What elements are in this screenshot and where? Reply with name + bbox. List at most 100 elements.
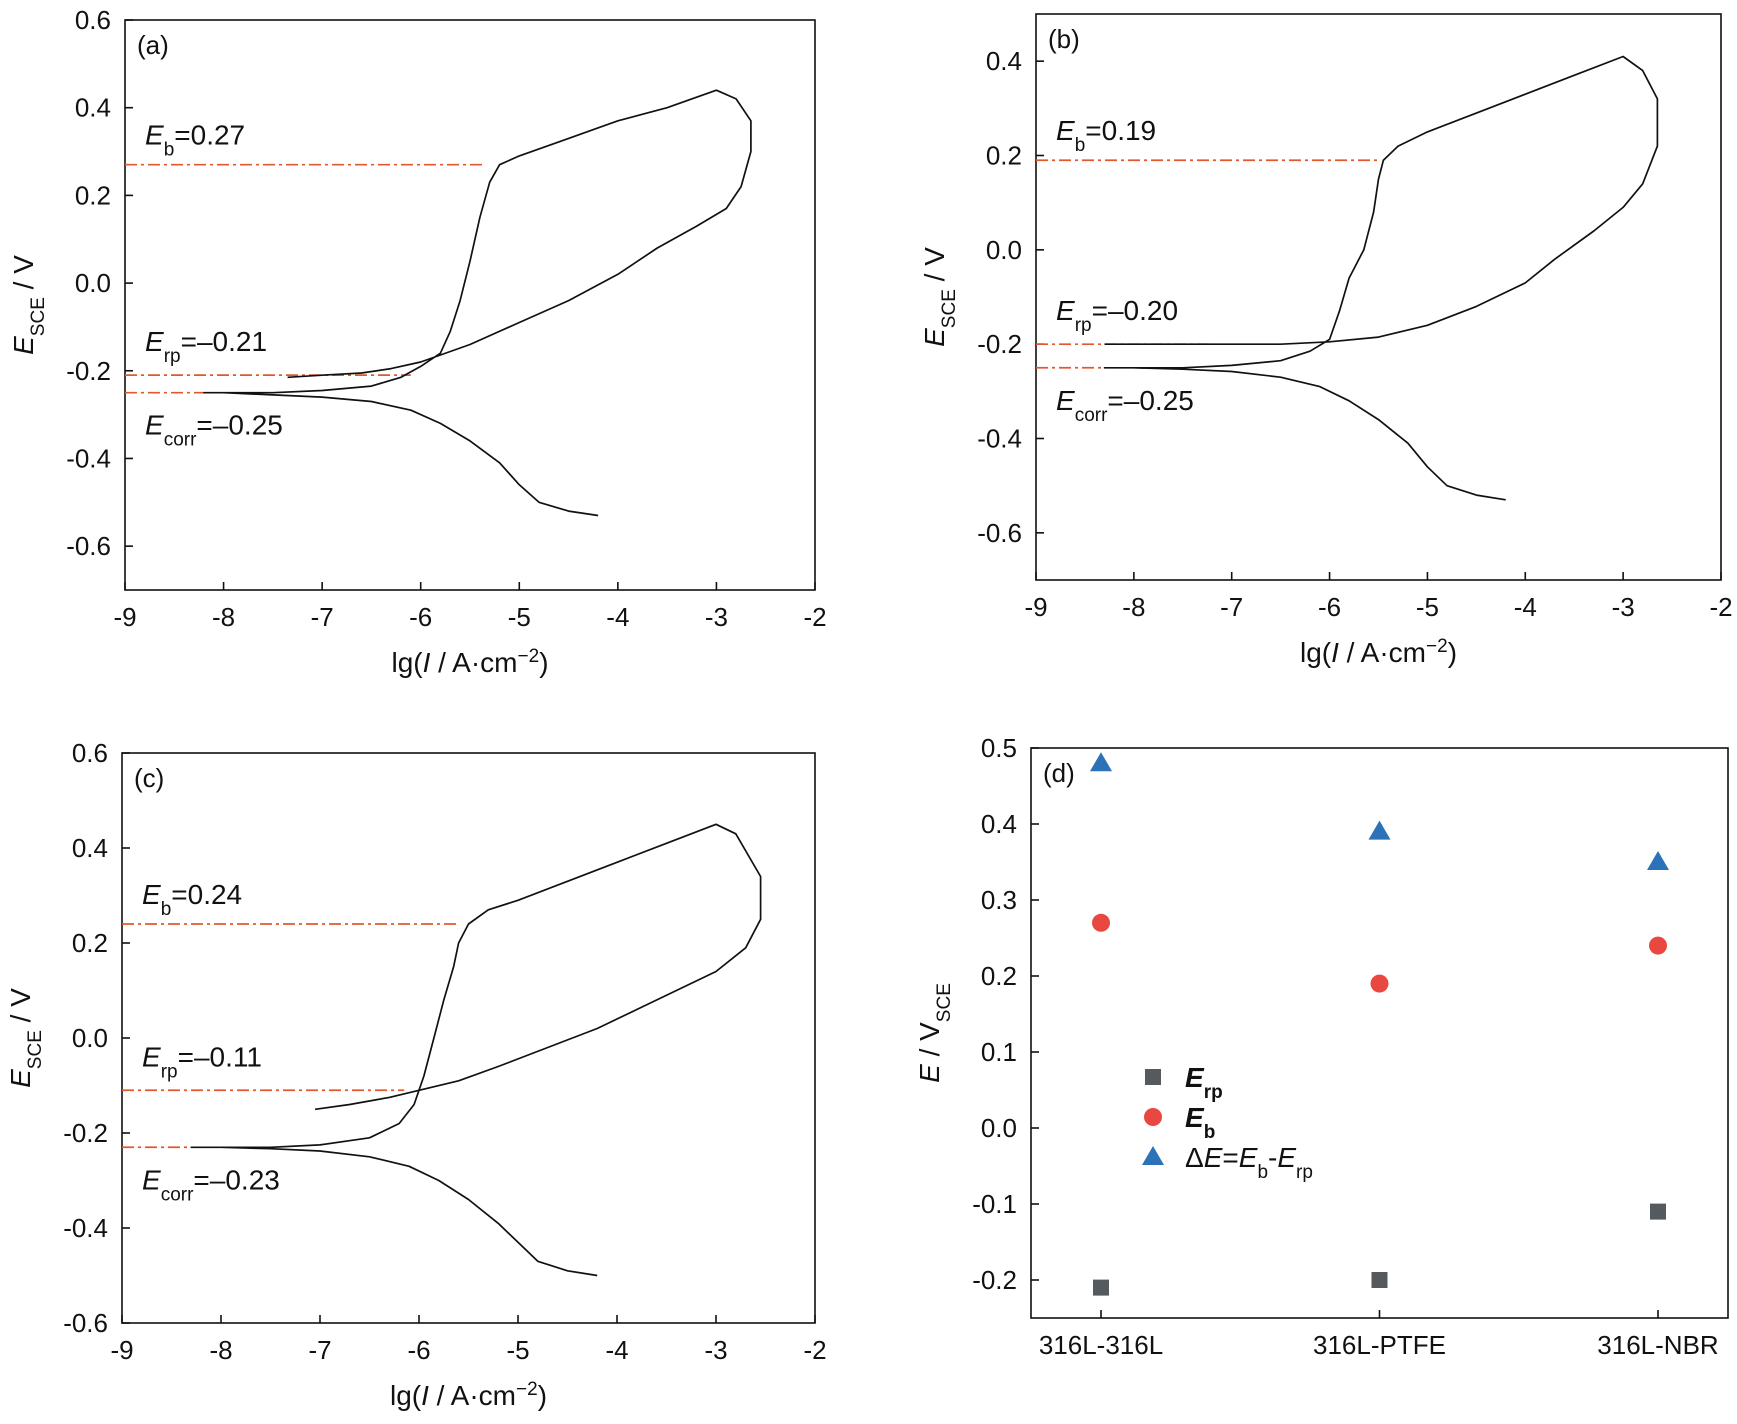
legend-var: E [1277, 1142, 1296, 1173]
x-label-var: I [423, 647, 431, 678]
y-label-post: / V [5, 988, 36, 1030]
legend-label-eb: Eb [1185, 1102, 1215, 1143]
annotation-erp: Erp=–0.21 [145, 326, 267, 367]
annot-value: =–0.11 [178, 1041, 262, 1072]
x-tick-label-c: -4 [605, 1335, 628, 1365]
annot-var: E [1056, 385, 1075, 416]
y-tick-label-a: -0.2 [66, 356, 111, 386]
annot-sub: rp [1075, 315, 1092, 336]
category-label: 316L-NBR [1597, 1330, 1718, 1360]
legend-eq: = [1222, 1142, 1238, 1173]
x-tick-label-c: -6 [407, 1335, 430, 1365]
data-point-circle [1092, 913, 1110, 932]
annot-sub: b [1075, 135, 1086, 156]
x-label-sup: −2 [518, 646, 540, 667]
annotation-ecorr: Ecorr=–0.23 [142, 1164, 280, 1205]
x-tick-label-a: -3 [705, 602, 728, 632]
x-tick-label-b: -3 [1612, 592, 1635, 622]
annot-value: =0.19 [1085, 115, 1156, 146]
annot-sub: b [161, 899, 172, 920]
panel-label-d: (d) [1043, 758, 1075, 788]
polarization-curve-a [203, 89, 752, 517]
y-label-sub: SCE [934, 983, 955, 1022]
data-point-square [1093, 1279, 1109, 1296]
y-tick-label-c: -0.2 [63, 1118, 108, 1148]
annot-value: =–0.21 [181, 326, 267, 357]
legend-var: E [1239, 1142, 1258, 1173]
y-tick-label-d: 0.4 [981, 809, 1017, 839]
x-tick-label-b: -2 [1709, 592, 1732, 622]
x-tick-label-b: -7 [1220, 592, 1243, 622]
annot-var: E [1056, 115, 1075, 146]
y-tick-label-d: -0.2 [972, 1265, 1017, 1295]
annotation-erp: Erp=–0.20 [1056, 295, 1178, 336]
legend-marker-de [1142, 1146, 1164, 1165]
y-axis-label-d: E / VSCE [914, 983, 955, 1083]
x-tick-label-b: -6 [1318, 592, 1341, 622]
legend-sub: rp [1296, 1162, 1313, 1183]
y-tick-label-a: 0.6 [75, 5, 111, 35]
y-label-post: / V [8, 255, 39, 297]
x-tick-label-c: -9 [110, 1335, 133, 1365]
legend-delta: Δ [1185, 1142, 1204, 1173]
annotation-eb: Eb=0.24 [142, 879, 242, 920]
annotation-eb: Eb=0.19 [1056, 115, 1156, 156]
legend-minus: - [1268, 1142, 1277, 1173]
y-tick-label-d: 0.5 [981, 733, 1017, 763]
y-tick-label-a: -0.4 [66, 443, 111, 473]
x-tick-label-a: -5 [508, 602, 531, 632]
annot-value: =–0.25 [196, 410, 282, 441]
y-tick-label-c: 0.6 [72, 738, 108, 768]
y-label-sub: SCE [28, 297, 49, 336]
x-tick-label-b: -8 [1122, 592, 1145, 622]
panel-label-a: (a) [137, 30, 169, 60]
y-tick-label-d: 0.2 [981, 961, 1017, 991]
y-tick-label-a: 0.0 [75, 268, 111, 298]
y-label-var: E [914, 1064, 945, 1083]
y-label-sub: SCE [25, 1030, 46, 1069]
x-tick-label-c: -8 [209, 1335, 232, 1365]
panel-label-c: (c) [134, 763, 164, 793]
x-tick-label-a: -9 [113, 602, 136, 632]
legend-var: E [1185, 1102, 1205, 1133]
legend-marker-erp [1145, 1069, 1161, 1085]
annot-value: =0.24 [171, 879, 242, 910]
x-label-var: I [1331, 637, 1339, 668]
x-tick-label-b: -5 [1416, 592, 1439, 622]
x-label-sup: −2 [516, 1379, 538, 1400]
x-tick-label-b: -9 [1024, 592, 1047, 622]
y-tick-label-d: 0.0 [981, 1113, 1017, 1143]
y-tick-label-a: 0.2 [75, 180, 111, 210]
data-point-square [1650, 1203, 1666, 1220]
y-tick-label-b: 0.4 [986, 46, 1022, 76]
y-axis-label-text: ESCE / V [8, 255, 49, 355]
annot-value: =–0.23 [193, 1164, 279, 1195]
legend-label-de: ΔE=Eb-Erp [1185, 1142, 1313, 1183]
y-label-var: E [8, 336, 39, 355]
x-tick-label-c: -7 [308, 1335, 331, 1365]
legend-marker-eb [1144, 1108, 1162, 1126]
y-axis-label-text: ESCE / V [919, 247, 960, 347]
y-label-sub: SCE [939, 289, 960, 328]
plot-frame-b [1035, 13, 1722, 581]
annot-var: E [142, 879, 161, 910]
annotation-eb: Eb=0.27 [145, 120, 245, 161]
x-tick-label-c: -2 [803, 1335, 826, 1365]
y-tick-label-b: -0.2 [977, 329, 1022, 359]
annot-var: E [145, 120, 164, 151]
y-tick-label-c: 0.4 [72, 833, 108, 863]
annot-var: E [142, 1164, 161, 1195]
x-axis-label-b: lg(I / A·cm−2) [1300, 636, 1457, 669]
legend-sub: b [1204, 1122, 1216, 1143]
x-label-close: ) [1448, 637, 1457, 668]
annotation-erp: Erp=–0.11 [142, 1041, 262, 1082]
legend-label-erp: Erp [1185, 1062, 1223, 1103]
legend-sub: rp [1204, 1082, 1223, 1103]
x-tick-label-a: -4 [606, 602, 629, 632]
x-label-post: / A·cm [430, 647, 517, 678]
annot-sub: rp [161, 1061, 178, 1082]
annot-sub: corr [1075, 404, 1108, 425]
y-axis-label-c: ESCE / V [5, 988, 46, 1088]
y-tick-label-b: 0.2 [986, 141, 1022, 171]
